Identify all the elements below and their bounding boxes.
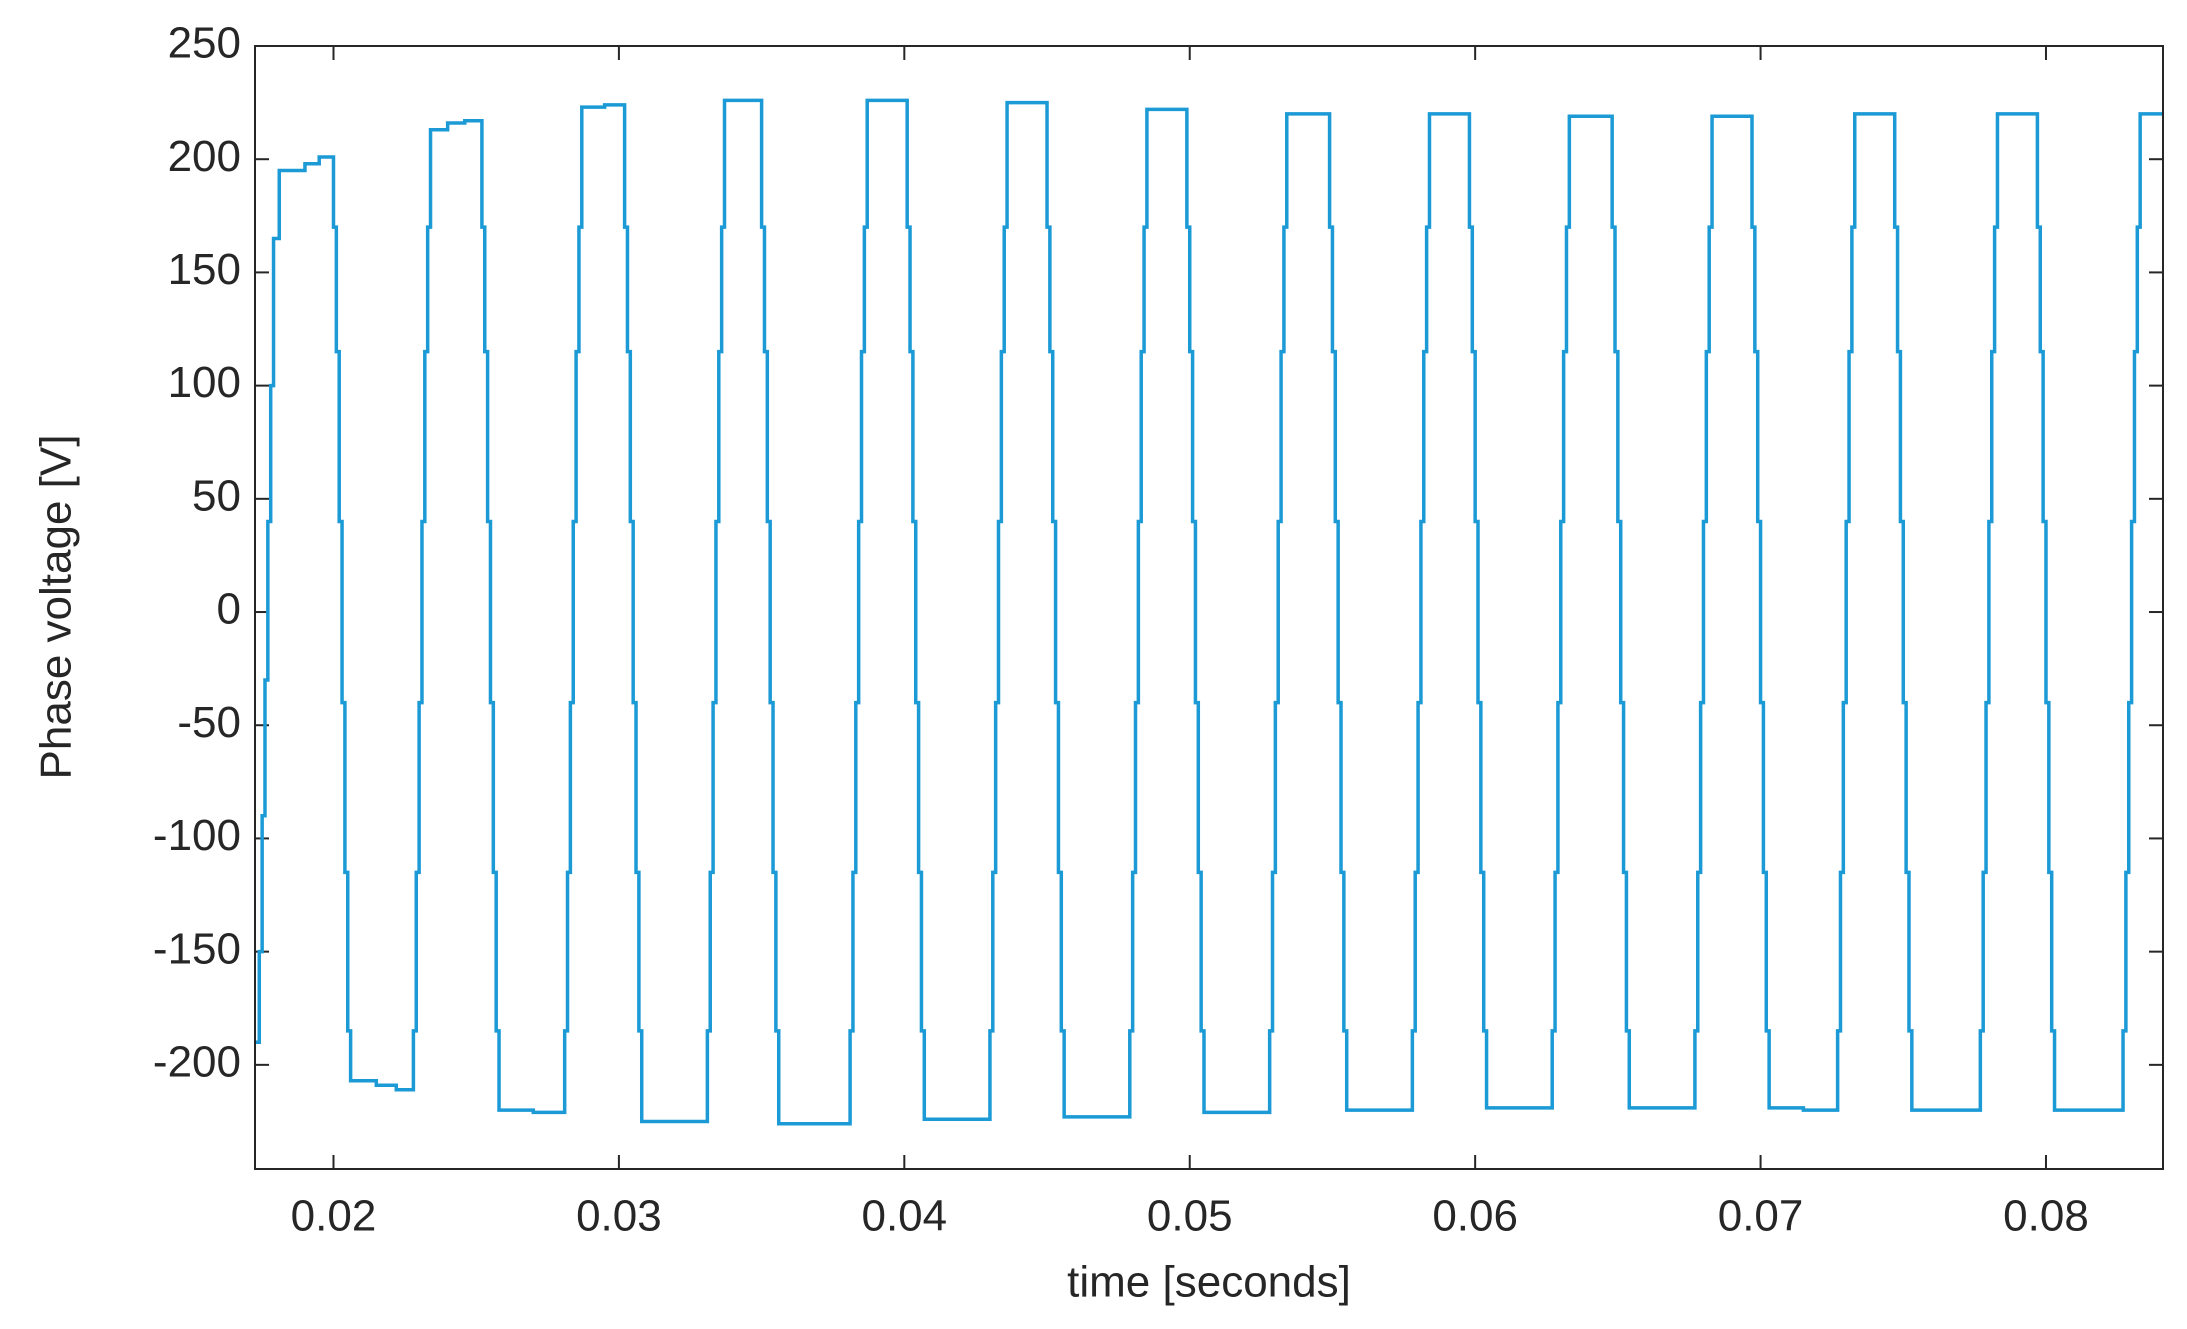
y-axis-label: Phase voltage [V] (32, 435, 81, 780)
y-tick-label: 250 (168, 19, 241, 68)
plot-frame (254, 45, 2164, 1170)
x-tick-label: 0.03 (576, 1192, 662, 1241)
y-tick-label: -200 (153, 1037, 241, 1086)
x-tick-label: 0.04 (861, 1192, 947, 1241)
y-tick-label: -50 (177, 698, 241, 747)
y-tick-label: -150 (153, 924, 241, 973)
y-tick-label: 0 (217, 585, 241, 634)
y-tick-label: 150 (168, 245, 241, 294)
x-axis-label: time [seconds] (1067, 1258, 1351, 1307)
y-tick-label: 50 (192, 471, 241, 520)
y-tick-label: -100 (153, 811, 241, 860)
x-tick-label: 0.02 (291, 1192, 377, 1241)
x-tick-label: 0.07 (1718, 1192, 1804, 1241)
data-line (255, 98, 2163, 1126)
x-tick-label: 0.06 (1432, 1192, 1518, 1241)
x-tick-label: 0.05 (1147, 1192, 1233, 1241)
y-tick-label: 100 (168, 358, 241, 407)
y-tick-label: 200 (168, 132, 241, 181)
x-tick-label: 0.08 (2003, 1192, 2089, 1241)
